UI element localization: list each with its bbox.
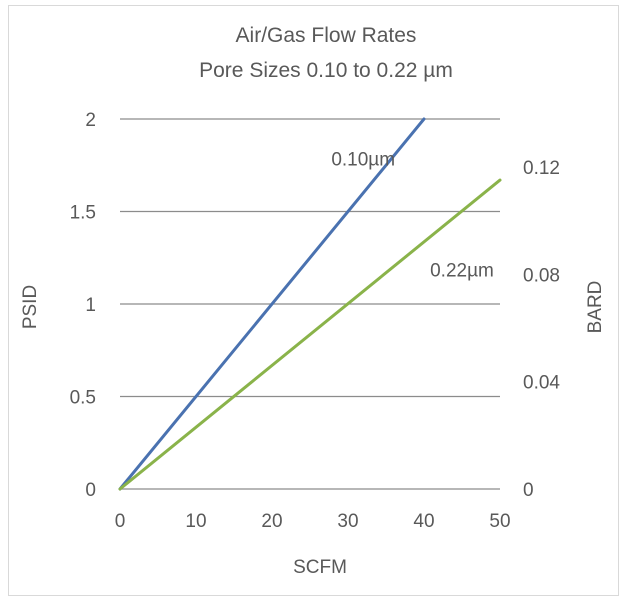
x-tick-label: 20 bbox=[261, 511, 282, 532]
x-axis-ticks: 0 10 20 30 40 50 bbox=[115, 511, 511, 532]
y-tick-label: 1 bbox=[85, 295, 96, 316]
chart-svg: Air/Gas Flow Rates Pore Sizes 0.10 to 0.… bbox=[20, 24, 606, 578]
chart-frame: Air/Gas Flow Rates Pore Sizes 0.10 to 0.… bbox=[8, 5, 619, 596]
gridlines bbox=[120, 118, 500, 490]
chart-subtitle: Pore Sizes 0.10 to 0.22 µm bbox=[199, 59, 453, 82]
y-axis-ticks: 0 0.5 1 1.5 2 bbox=[70, 110, 96, 501]
series-line-0 bbox=[118, 117, 426, 491]
y2-axis-title: BARD bbox=[585, 281, 606, 334]
x-tick-label: 50 bbox=[489, 511, 510, 532]
series-line-1 bbox=[118, 178, 502, 491]
series-annotation-label: 0.10µm bbox=[331, 149, 395, 170]
y2-tick-label: 0.04 bbox=[523, 373, 560, 394]
y2-axis-ticks: 0 0.04 0.08 0.12 bbox=[523, 158, 560, 501]
y-tick-label: 0 bbox=[85, 480, 96, 501]
y-axis-title: PSID bbox=[20, 285, 41, 329]
y-tick-label: 0.5 bbox=[70, 388, 96, 409]
y-tick-label: 2 bbox=[85, 110, 96, 131]
y2-tick-label: 0 bbox=[523, 480, 534, 501]
y2-tick-label: 0.12 bbox=[523, 158, 560, 179]
y2-tick-label: 0.08 bbox=[523, 265, 560, 286]
x-axis-title: SCFM bbox=[293, 557, 347, 578]
chart-title: Air/Gas Flow Rates bbox=[236, 24, 417, 47]
x-tick-label: 30 bbox=[337, 511, 358, 532]
x-tick-label: 40 bbox=[413, 511, 434, 532]
x-tick-label: 10 bbox=[185, 511, 206, 532]
y-tick-label: 1.5 bbox=[70, 203, 96, 224]
annotations: 0.10µm 0.22µm bbox=[331, 149, 494, 281]
series-annotation-label: 0.22µm bbox=[430, 260, 494, 281]
series-layer bbox=[118, 117, 502, 491]
x-tick-label: 0 bbox=[115, 511, 126, 532]
